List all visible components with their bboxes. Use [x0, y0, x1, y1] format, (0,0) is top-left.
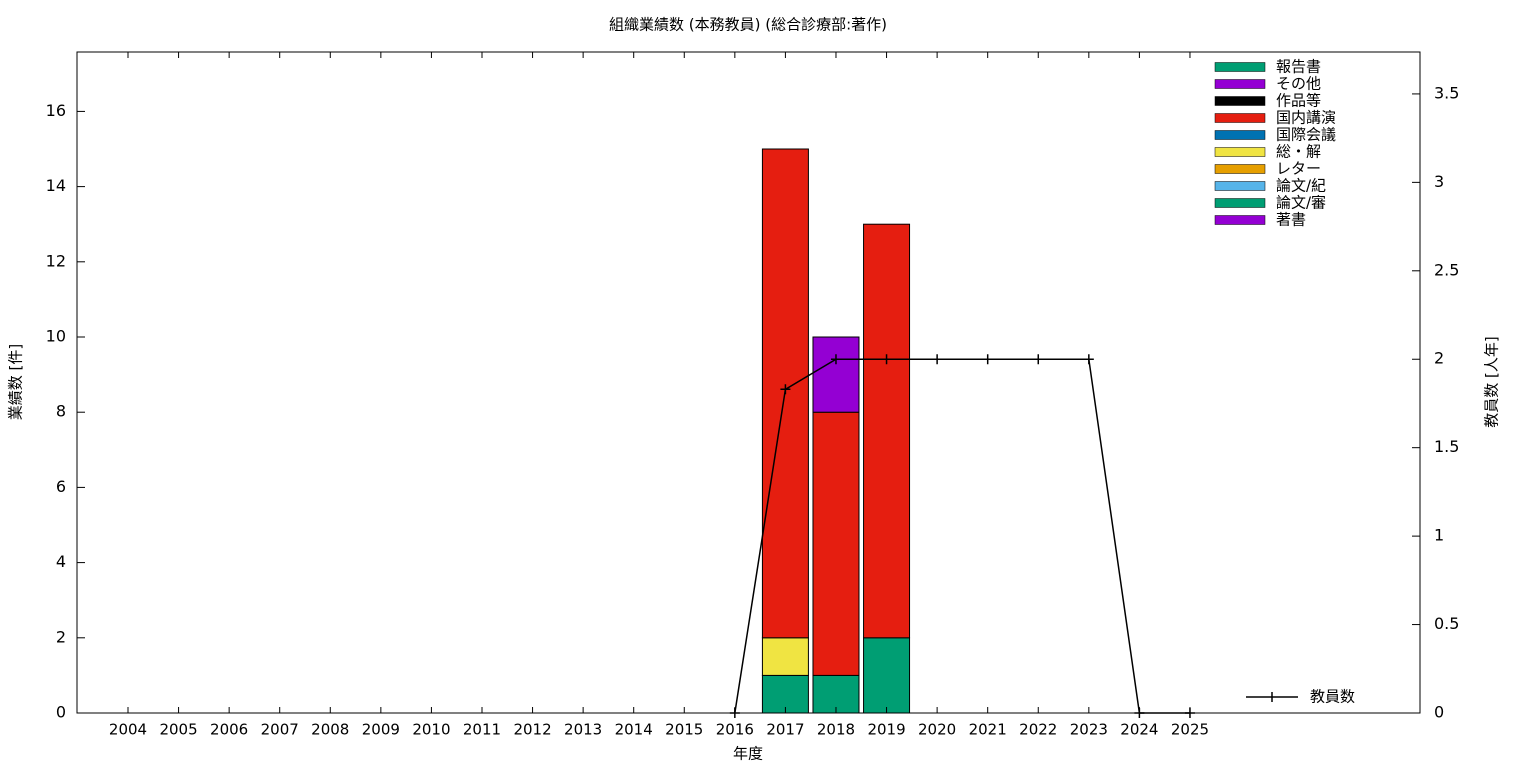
legend-label: その他 — [1276, 75, 1321, 93]
y-tick-label: 0 — [56, 703, 66, 722]
x-tick-label: 2006 — [210, 721, 248, 739]
legend-swatch — [1214, 113, 1266, 123]
x-tick-label: 2011 — [463, 721, 501, 739]
line-point — [932, 354, 943, 365]
x-tick-label: 2019 — [867, 721, 905, 739]
x-tick-label: 2004 — [109, 721, 147, 739]
y2-tick-label: 2 — [1434, 349, 1444, 368]
y-tick-label: 10 — [46, 327, 66, 346]
y-tick-label: 2 — [56, 627, 66, 646]
bar-segment — [863, 223, 911, 639]
x-tick-label: 2007 — [261, 721, 299, 739]
line-point — [881, 354, 892, 365]
y2-axis-label: 教員数 [人年] — [1483, 336, 1501, 427]
y2-tick-label: 0 — [1434, 703, 1444, 722]
y2-tick-label: 2.5 — [1434, 260, 1459, 279]
y2-tick-label: 1 — [1434, 526, 1444, 545]
plot-frame — [76, 51, 1421, 714]
legend-swatch — [1214, 215, 1266, 225]
x-tick-label: 2025 — [1171, 721, 1209, 739]
y-axis-label: 業績数 [件] — [7, 344, 25, 420]
y2-tick-label: 1.5 — [1434, 437, 1459, 456]
x-tick-label: 2017 — [766, 721, 804, 739]
line-point — [1083, 354, 1094, 365]
legend-swatch — [1214, 62, 1266, 72]
y2-tick-label: 3.5 — [1434, 83, 1459, 102]
bar-segment — [812, 674, 860, 714]
x-tick-label: 2013 — [564, 721, 602, 739]
line-point — [780, 384, 791, 395]
legend-swatch — [1214, 79, 1266, 89]
x-tick-label: 2005 — [159, 721, 197, 739]
legend-swatch — [1214, 130, 1266, 140]
x-tick-label: 2014 — [615, 721, 653, 739]
line-point — [830, 354, 841, 365]
bar-segment — [863, 637, 911, 714]
x-axis-label: 年度 — [733, 745, 763, 763]
legend-line — [1246, 692, 1298, 702]
legend-swatch — [1214, 147, 1266, 157]
legend-label: 国内講演 — [1276, 109, 1336, 127]
x-tick-label: 2012 — [513, 721, 551, 739]
legend-label: 作品等 — [1276, 92, 1321, 110]
legend-label: 著書 — [1276, 211, 1306, 229]
line-series — [734, 358, 1190, 714]
bar-segment — [812, 411, 860, 676]
bar-segment — [812, 336, 860, 413]
legend-label: 報告書 — [1276, 58, 1321, 76]
y-tick-label: 14 — [46, 176, 66, 195]
bar-segment — [761, 637, 809, 676]
y-tick-label: 8 — [56, 402, 66, 421]
y-tick-label: 4 — [56, 552, 66, 571]
bar-segment — [761, 674, 809, 714]
x-tick-label: 2022 — [1019, 721, 1057, 739]
x-tick-label: 2018 — [817, 721, 855, 739]
y2-tick-label: 3 — [1434, 172, 1444, 191]
x-tick-label: 2016 — [716, 721, 754, 739]
line-point — [982, 354, 993, 365]
x-tick-label: 2024 — [1120, 721, 1158, 739]
x-tick-label: 2023 — [1070, 721, 1108, 739]
x-tick-label: 2010 — [412, 721, 450, 739]
legend-label: 教員数 — [1310, 688, 1355, 706]
y-tick-label: 6 — [56, 477, 66, 496]
legend-label: 論文/審 — [1276, 194, 1326, 212]
legend-swatch — [1214, 164, 1266, 174]
line-point — [1033, 354, 1044, 365]
x-tick-label: 2008 — [311, 721, 349, 739]
y-tick-label: 16 — [46, 101, 66, 120]
legend-label: レター — [1276, 160, 1321, 178]
legend-label: 論文/紀 — [1276, 177, 1326, 195]
x-tick-label: 2020 — [918, 721, 956, 739]
legend-swatch — [1214, 96, 1266, 106]
x-tick-label: 2015 — [665, 721, 703, 739]
legend-swatch — [1214, 198, 1266, 208]
x-tick-label: 2021 — [969, 721, 1007, 739]
y-tick-label: 12 — [46, 251, 66, 270]
x-tick-label: 2009 — [362, 721, 400, 739]
legend-label: 国際会議 — [1276, 126, 1336, 144]
line-point — [729, 708, 740, 718]
y2-tick-label: 0.5 — [1434, 614, 1459, 633]
line-point — [1184, 708, 1195, 718]
legend-label: 総・解 — [1276, 143, 1321, 161]
line-point — [1134, 708, 1145, 718]
legend-swatch — [1214, 181, 1266, 191]
chart-title: 組織業績数 (本務教員) (総合診療部:著作) — [609, 16, 887, 34]
